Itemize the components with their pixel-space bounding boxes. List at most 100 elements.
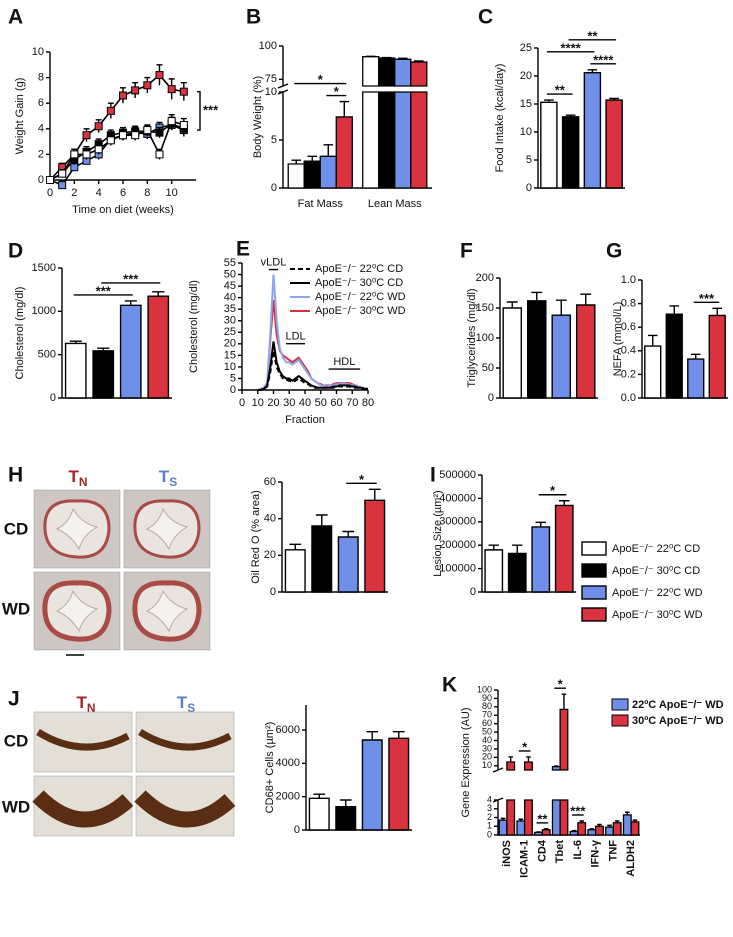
bar xyxy=(147,295,170,399)
y-tick-label: 500000 xyxy=(439,469,476,481)
bar xyxy=(362,56,380,189)
y-tick-label: 10 xyxy=(265,86,277,98)
error-bar xyxy=(690,353,701,360)
bar xyxy=(569,830,579,836)
column-header: TN xyxy=(76,693,95,715)
column-header-main: T xyxy=(68,467,79,486)
y-tick-label: 1 xyxy=(487,821,492,831)
bar xyxy=(284,549,306,593)
significance-label: * xyxy=(359,472,365,487)
error-bar xyxy=(632,819,638,822)
error-bar xyxy=(544,99,554,103)
legend-label: ApoE⁻/⁻ 30⁰C CD xyxy=(612,565,700,577)
y-tick-label: 1.0 xyxy=(621,274,636,286)
x-tick-label: 2 xyxy=(71,187,77,199)
y-tick-label: 15 xyxy=(224,349,236,361)
vessel-wall xyxy=(138,729,232,751)
y-tick-label: 150 xyxy=(476,302,494,314)
error-bar xyxy=(597,823,602,827)
bar xyxy=(575,304,596,399)
error-bar xyxy=(571,829,577,832)
x-tick-label: ALDH2 xyxy=(625,840,637,877)
y-tick-label: 0 xyxy=(271,182,277,194)
x-tick-label: Lean Mass xyxy=(368,198,422,210)
row-label: CD xyxy=(4,731,29,750)
error-bar xyxy=(518,818,524,821)
y-tick-label: 40 xyxy=(482,735,492,745)
row-label: WD xyxy=(2,797,30,816)
y-tick-label: 3 xyxy=(487,803,492,813)
y-tick-label: 0 xyxy=(526,182,532,194)
marker xyxy=(179,120,188,129)
y-tick-label: 200 xyxy=(476,272,494,284)
significance-label: * xyxy=(558,677,564,692)
error-bar xyxy=(669,305,680,315)
x-tick-label: 80 xyxy=(362,397,374,409)
x-tick-label: 50 xyxy=(315,397,327,409)
series-line xyxy=(257,274,368,391)
error-bar xyxy=(565,114,576,117)
error-bar xyxy=(508,756,513,762)
bar xyxy=(531,526,551,593)
y-tick-label: 400000 xyxy=(439,492,476,504)
row-label: CD xyxy=(4,519,29,538)
error-bar xyxy=(614,820,620,823)
bar xyxy=(484,549,504,593)
y-tick-label: 10 xyxy=(32,46,44,58)
error-bar xyxy=(315,514,328,526)
y-tick-label: 1000 xyxy=(32,305,56,317)
bar xyxy=(319,155,337,189)
bar xyxy=(541,829,551,836)
x-tick-label: 6 xyxy=(120,187,126,199)
bar xyxy=(516,820,526,836)
series-line xyxy=(49,122,185,181)
significance-label: ** xyxy=(587,28,598,43)
error-bar xyxy=(339,799,352,807)
marker xyxy=(106,136,115,145)
y-axis-label: NEFA (mmol/L) xyxy=(612,302,624,377)
bar xyxy=(554,504,574,593)
bar xyxy=(561,116,580,189)
y-tick-label: 4 xyxy=(487,794,492,804)
column-header: TN xyxy=(68,467,87,489)
y-axis-label: Cholesterol (mg/dl) xyxy=(188,280,200,373)
x-tick-label: CD4 xyxy=(536,839,548,862)
x-tick-label: 30 xyxy=(283,397,295,409)
axis-break xyxy=(277,83,289,95)
series-line xyxy=(257,341,368,391)
marker xyxy=(155,71,164,80)
y-tick-label: 200000 xyxy=(439,539,476,551)
y-tick-label: 300000 xyxy=(439,516,476,528)
y-tick-label: 2000 xyxy=(276,791,300,803)
y-tick-label: 0 xyxy=(487,829,492,839)
y-tick-label: 100 xyxy=(476,332,494,344)
marker xyxy=(70,150,79,159)
error-bar xyxy=(342,530,355,537)
error-bar xyxy=(526,756,531,762)
legend-label: ApoE⁻/⁻ 22⁰C CD xyxy=(612,543,700,555)
error-bar xyxy=(609,97,619,101)
bar xyxy=(311,525,333,593)
x-tick-label: 10 xyxy=(252,397,264,409)
panel-letter: I xyxy=(430,464,436,487)
bar xyxy=(335,805,357,831)
bar xyxy=(92,350,115,399)
y-tick-label: 0 xyxy=(488,392,494,404)
y-tick-label: 0.0 xyxy=(621,392,636,404)
error-bar xyxy=(291,159,302,164)
column-header-sub: S xyxy=(169,475,177,489)
significance-label: *** xyxy=(570,803,586,818)
significance-label: *** xyxy=(96,283,112,298)
significance-label: *** xyxy=(699,291,715,306)
y-tick-label: 45 xyxy=(224,280,236,292)
panel-letter: K xyxy=(442,674,457,697)
bar xyxy=(361,739,383,831)
y-axis-label: Body Weight (%) xyxy=(252,76,264,158)
vessel-lumen xyxy=(145,507,189,551)
x-tick-label: IFN-γ xyxy=(590,839,602,867)
error-bar xyxy=(506,301,518,308)
error-bar xyxy=(554,765,559,767)
marker xyxy=(58,181,67,190)
panel-letter: D xyxy=(8,240,23,263)
vessel-wall xyxy=(134,790,236,828)
